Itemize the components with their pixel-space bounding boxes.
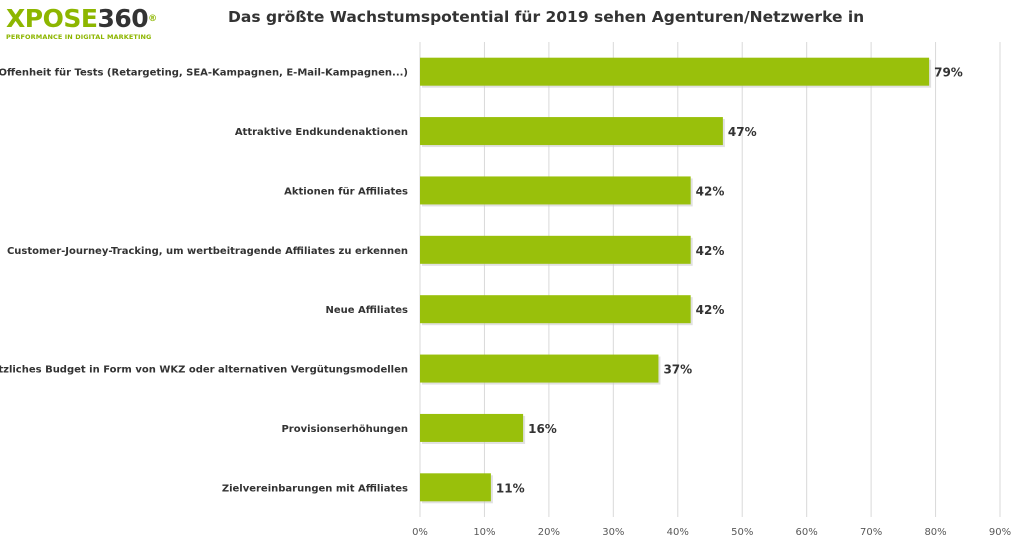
data-label: 37% [663,363,692,377]
x-tick-label: 90% [989,527,1011,538]
category-label: Attraktive Endkundenaktionen [235,127,408,138]
category-label: Zielvereinbarungen mit Affiliates [222,483,408,494]
data-label: 79% [934,66,963,80]
bar [420,235,691,264]
data-label: 42% [696,244,725,258]
bar [420,295,691,324]
chart-title: Das größte Wachstumspotential für 2019 s… [228,8,865,26]
gridlines [419,42,1001,517]
data-label: 16% [528,422,557,436]
category-labels: Mehr Offenheit für Tests (Retargeting, S… [0,68,408,495]
category-label: Customer-Journey-Tracking, um wertbeitra… [7,246,408,257]
x-tick-label: 50% [731,527,753,538]
value-labels: 79% 47% 42% 42% 42% 37% 16% 11% [496,66,963,496]
category-label: Zusätzliches Budget in Form von WKZ oder… [0,365,408,376]
bar [420,176,691,205]
x-tick-label: 10% [473,527,495,538]
bar [420,413,524,442]
bar [420,473,491,502]
data-label: 47% [728,125,757,139]
category-label: Mehr Offenheit für Tests (Retargeting, S… [0,68,408,79]
x-tick-label: 0% [412,527,428,538]
data-label: 42% [696,303,725,317]
bars [420,57,932,504]
logo-tagline: PERFORMANCE IN DIGITAL MARKETING [6,33,152,41]
data-label: 11% [496,481,525,495]
x-tick-label: 30% [602,527,624,538]
logo-brand-part-a: XPOSE [6,4,98,33]
bar [420,117,723,146]
category-label: Aktionen für Affiliates [284,186,408,197]
x-tick-label: 60% [796,527,818,538]
x-tick-label: 40% [667,527,689,538]
x-tick-label: 80% [924,527,946,538]
x-tick-label: 20% [538,527,560,538]
category-label: Neue Affiliates [325,305,408,316]
logo: XPOSE360® PERFORMANCE IN DIGITAL MARKETI… [6,6,166,46]
logo-brand-part-b: 360 [97,4,149,33]
registered-mark-icon: ® [148,14,157,24]
x-axis-ticks: 0% 10% 20% 30% 40% 50% 60% 70% 80% 90% [412,527,1011,538]
data-label: 42% [696,184,725,198]
category-label: Provisionserhöhungen [281,424,408,435]
x-tick-label: 70% [860,527,882,538]
bar [420,354,659,383]
bar [420,57,930,86]
logo-wordmark: XPOSE360® [6,6,166,32]
